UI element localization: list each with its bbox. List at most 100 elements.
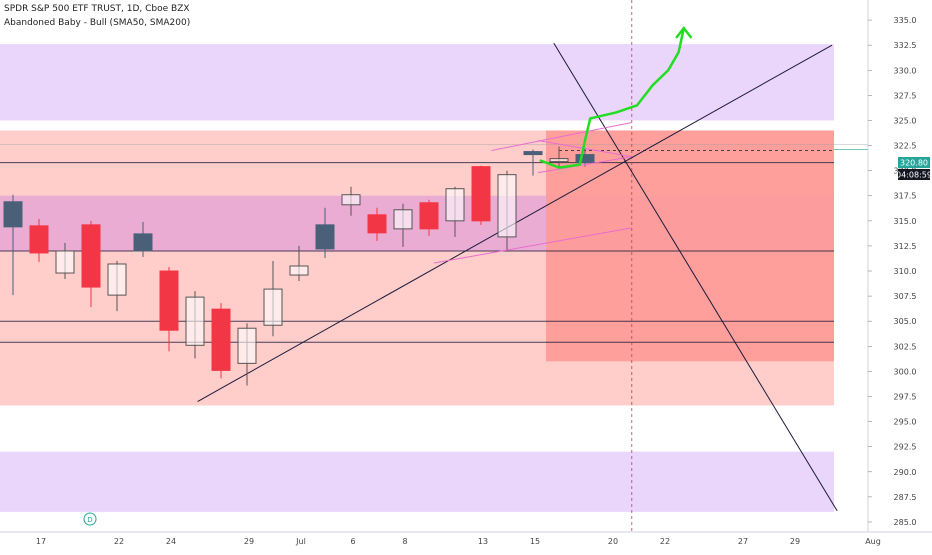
dividend-marker[interactable]: D [83,512,97,526]
green-arrow-head [675,26,693,39]
price-tick-label: 305.0 [894,317,917,326]
candle-body [237,327,257,364]
candle-0 [3,194,23,296]
time-tick-label: 29 [244,537,254,546]
candle-body [133,233,153,252]
symbol-title[interactable]: SPDR S&P 500 ETF TRUST, 1D, Cboe BZX [4,4,190,14]
candle-22 [575,148,595,167]
price-tick-label: 312.5 [894,242,917,251]
candle-4 [107,260,127,312]
candle-body [29,225,49,254]
time-tick-label: 27 [738,537,748,546]
candle-body [55,250,75,274]
trendline-1 [553,42,838,512]
price-tick-label: 307.5 [894,292,917,301]
candle-body [367,214,387,234]
price-tick-label: 325.0 [894,116,917,125]
time-tick-label: Jul [295,537,306,546]
candle-body [263,288,283,326]
candle-11 [289,245,309,282]
time-tick-label: 22 [114,537,124,546]
candle-8 [211,303,231,379]
candle-body [549,158,569,163]
price-tick-label: 297.5 [894,392,917,401]
price-tick-label: 290.0 [894,468,917,477]
time-tick-label: 29 [790,537,800,546]
candle-body [393,209,413,230]
candle-7 [185,291,205,359]
study-title[interactable]: Abandoned Baby - Bull (SMA50, SMA200) [4,18,191,28]
candle-15 [393,203,413,247]
candle-body [523,151,543,156]
candles-layer [3,146,595,386]
candle-5 [133,221,153,257]
candle-body [471,166,491,222]
time-tick-label: 8 [402,537,407,546]
candle-body [211,308,231,371]
price-tick-label: 315.0 [894,217,917,226]
time-axis-labels: 17 22 24 29 Jul 6 8 13 15 20 22 27 29 Aug [36,537,881,546]
candle-16 [419,199,439,236]
candle-body [315,224,335,250]
horizontal-levels [0,144,898,343]
candle-body [159,270,179,331]
candle-14 [367,207,387,241]
time-tick-label: 15 [530,537,540,546]
time-axis[interactable] [0,532,932,550]
candle-13 [341,186,361,216]
green-projection-path [539,26,686,169]
candle-10 [263,260,283,337]
price-tick-label: 295.0 [894,418,917,427]
candle-21 [549,146,569,168]
zone-purple-0 [0,44,834,121]
candle-body [289,265,309,276]
candle-18 [471,165,491,225]
candle-body [81,224,101,288]
countdown-box [898,169,930,180]
price-tick-label: 332.5 [894,41,917,50]
price-tick-label: 302.5 [894,342,917,351]
price-tick-label: 292.5 [894,443,917,452]
candle-body [3,201,23,228]
candle-body [341,194,361,206]
candle-12 [315,207,335,258]
candle-body [107,263,127,296]
last-price-label: 320.80 [900,159,928,168]
price-axis-labels: 285.0 287.5 290.0 292.5 295.0 297.5 300.0 302.5… [868,16,916,527]
time-tick-label: 6 [350,537,355,546]
candle-body [575,154,595,164]
candle-3 [81,220,101,308]
wedge-lower-line [434,227,632,264]
drawings-layer [434,26,693,264]
price-tick-label: 287.5 [894,493,917,502]
zone-red_dark-3 [546,130,834,362]
candle-body [419,202,439,230]
zones-layer [0,44,834,512]
candle-body [185,296,205,346]
zone-purple-4 [0,451,834,512]
price-tick-label: 330.0 [894,66,917,75]
candle-17 [445,186,465,237]
price-tick-label: 322.5 [894,142,917,151]
time-tick-label: 13 [478,537,488,546]
candle-9 [237,323,257,386]
price-tick-label: 300.0 [894,367,917,376]
last-price-box [898,157,930,168]
countdown-label: 04:08:59 [896,171,932,180]
price-axis[interactable] [868,0,932,532]
candle-19 [497,170,517,251]
wedge-upper-line [491,121,632,152]
candle-body [445,188,465,222]
time-tick-label: 24 [166,537,176,546]
dividend-marker-label: D [87,516,92,524]
time-tick-label: 17 [36,537,46,546]
time-tick-label: 20 [608,537,618,546]
candle-2 [55,242,75,280]
time-tick-label: 22 [660,537,670,546]
price-tick-label: 317.5 [894,192,917,201]
last-price-tag: 320.80 04:08:59 [896,157,932,180]
time-tick-label: Aug [865,537,881,546]
candle-20 [523,149,543,176]
